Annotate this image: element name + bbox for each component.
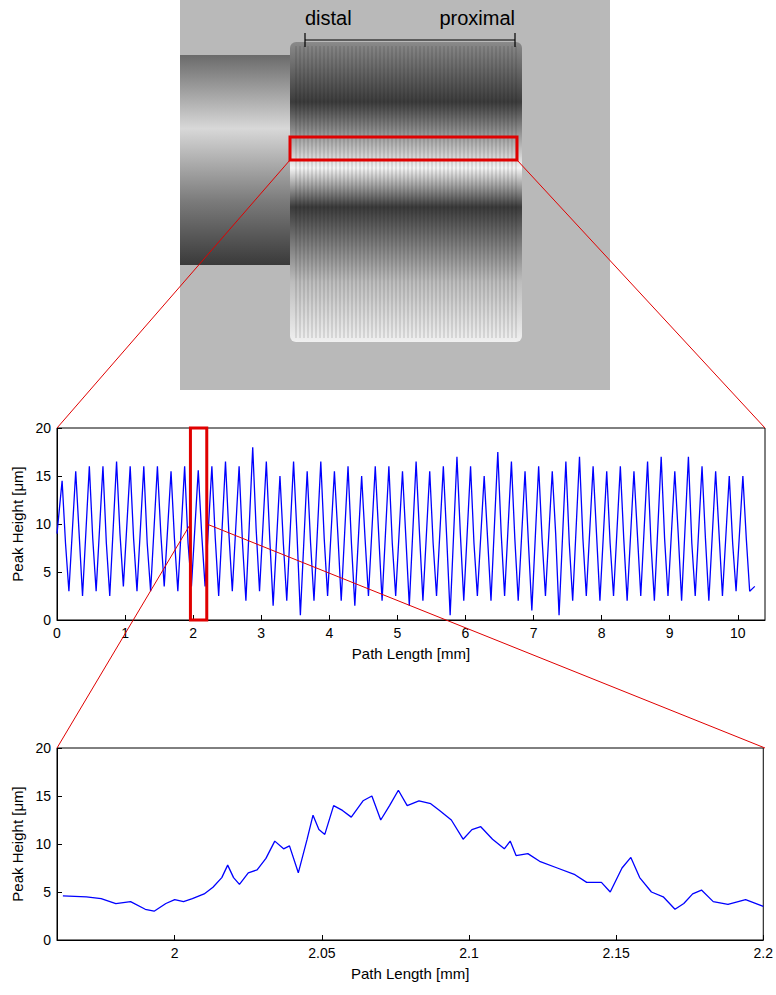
- svg-text:5: 5: [393, 625, 401, 641]
- svg-text:0: 0: [43, 612, 51, 628]
- svg-text:5: 5: [43, 884, 51, 900]
- svg-text:8: 8: [598, 625, 606, 641]
- svg-text:0: 0: [53, 625, 61, 641]
- svg-text:3: 3: [257, 625, 265, 641]
- svg-text:2: 2: [171, 945, 179, 961]
- svg-text:10: 10: [35, 516, 51, 532]
- svg-text:20: 20: [35, 740, 51, 756]
- svg-text:20: 20: [35, 420, 51, 436]
- svg-text:10: 10: [730, 625, 746, 641]
- svg-text:7: 7: [530, 625, 538, 641]
- svg-text:2.2: 2.2: [754, 945, 774, 961]
- svg-text:9: 9: [666, 625, 674, 641]
- svg-text:4: 4: [325, 625, 333, 641]
- svg-text:2.1: 2.1: [459, 945, 479, 961]
- svg-text:Path Length [mm]: Path Length [mm]: [352, 645, 470, 662]
- svg-text:10: 10: [35, 836, 51, 852]
- svg-text:2.15: 2.15: [603, 945, 630, 961]
- svg-text:1: 1: [121, 625, 129, 641]
- svg-text:5: 5: [43, 564, 51, 580]
- svg-text:distal: distal: [305, 7, 352, 29]
- svg-text:Peak Height [μm]: Peak Height [μm]: [9, 466, 26, 581]
- svg-text:0: 0: [43, 932, 51, 948]
- svg-text:2: 2: [189, 625, 197, 641]
- svg-text:15: 15: [35, 468, 51, 484]
- svg-text:proximal: proximal: [439, 7, 515, 29]
- svg-text:Peak Height [μm]: Peak Height [μm]: [9, 786, 26, 901]
- svg-text:6: 6: [461, 625, 470, 641]
- svg-text:Path Length [mm]: Path Length [mm]: [351, 965, 469, 982]
- svg-text:2.05: 2.05: [308, 945, 335, 961]
- svg-text:15: 15: [35, 788, 51, 804]
